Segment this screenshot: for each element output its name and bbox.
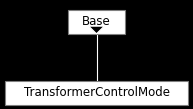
Text: Base: Base — [82, 15, 111, 28]
Text: TransformerControlMode: TransformerControlMode — [24, 86, 169, 99]
FancyBboxPatch shape — [5, 81, 188, 105]
FancyBboxPatch shape — [68, 10, 125, 34]
Polygon shape — [89, 26, 104, 34]
